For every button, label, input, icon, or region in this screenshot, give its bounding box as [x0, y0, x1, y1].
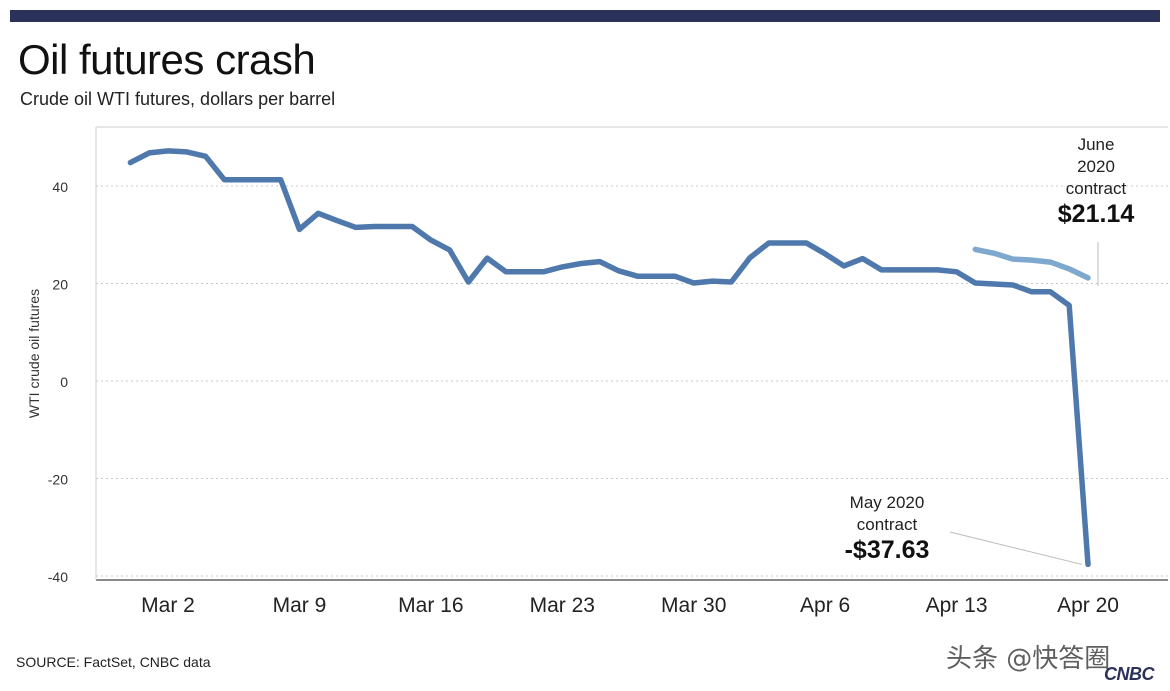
- y-tick-label: -40: [48, 569, 68, 585]
- june-annotation-label: contract: [1066, 179, 1127, 198]
- cnbc-logo: CNBC: [1104, 664, 1155, 684]
- x-tick-label: Apr 13: [926, 594, 988, 617]
- x-tick-label: Mar 23: [530, 594, 595, 617]
- may-annotation-label: contract: [857, 515, 918, 534]
- x-tick-label: Mar 16: [398, 594, 463, 617]
- may-leader-line: [949, 531, 1083, 565]
- june-annotation-value: $21.14: [1058, 200, 1135, 228]
- june-annotation-label: 2020: [1077, 157, 1115, 176]
- chart-subtitle: Crude oil WTI futures, dollars per barre…: [20, 89, 336, 109]
- chart-title: Oil futures crash: [18, 36, 316, 83]
- may-annotation-value: -$37.63: [845, 536, 930, 564]
- y-axis-title: WTI crude oil futures: [26, 289, 42, 418]
- y-tick-label: 40: [52, 179, 68, 195]
- x-tick-label: Mar 2: [141, 594, 195, 617]
- x-tick-label: Mar 30: [661, 594, 726, 617]
- series-line-june-2020: [972, 246, 1091, 281]
- june-annotation-label: June: [1078, 135, 1115, 154]
- x-tick-label: Mar 9: [273, 594, 327, 617]
- y-tick-label: -20: [48, 472, 68, 488]
- y-tick-label: 20: [52, 277, 68, 293]
- source-note: SOURCE: FactSet, CNBC data: [16, 654, 211, 670]
- series-line-may-2020: [127, 148, 1091, 568]
- may-annotation-label: May 2020: [850, 493, 925, 512]
- y-tick-label: 0: [60, 374, 68, 390]
- x-tick-label: Apr 20: [1057, 594, 1119, 617]
- watermark-text: 头条 @快答圈: [946, 644, 1111, 674]
- x-tick-label: Apr 6: [800, 594, 850, 617]
- top-bar: [10, 10, 1160, 22]
